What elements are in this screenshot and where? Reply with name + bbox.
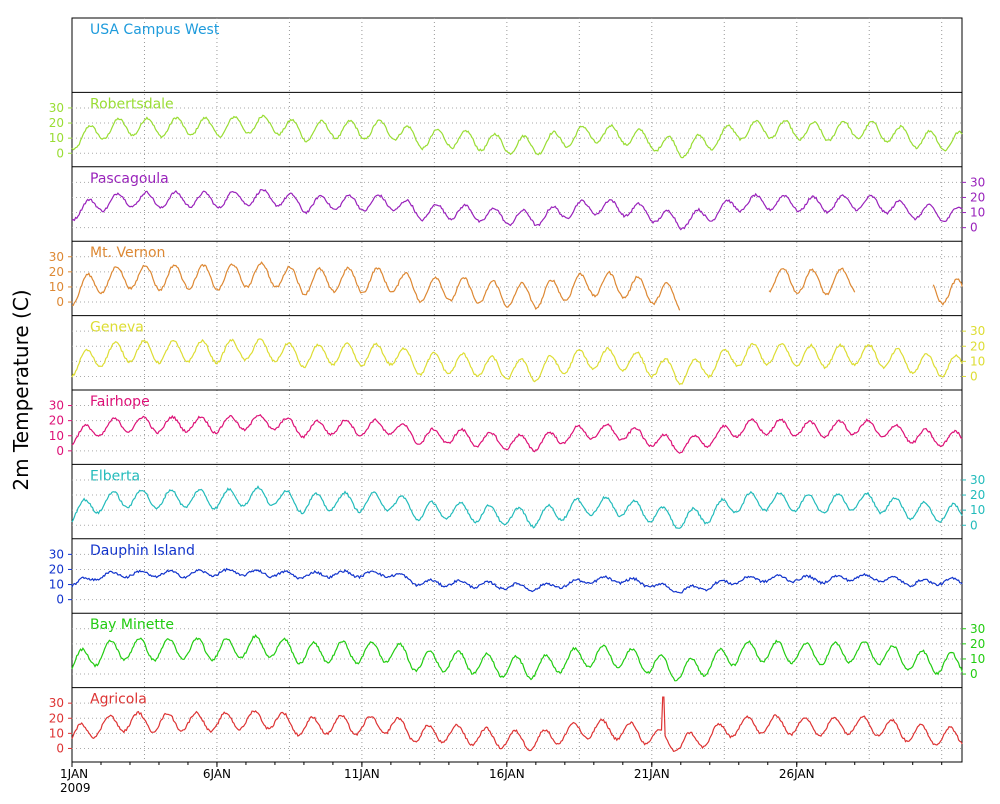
y-tick-label: 0: [56, 444, 64, 458]
y-tick-label: 10: [49, 280, 64, 294]
y-tick-label: 10: [970, 652, 985, 666]
panel-title: Bay Minette: [90, 617, 174, 633]
y-tick-label: 20: [49, 414, 64, 428]
x-tick-label: 11JAN: [344, 767, 380, 781]
y-tick-label: 20: [970, 637, 985, 651]
panel-title: USA Campus West: [90, 22, 220, 38]
series-line: [71, 634, 963, 682]
y-tick-label: 10: [970, 503, 985, 517]
y-tick-label: 20: [970, 488, 985, 502]
y-tick-label: 30: [970, 473, 985, 487]
y-tick-label: 10: [970, 354, 985, 368]
y-tick-label: 20: [970, 339, 985, 353]
panel-title: Robertsdale: [90, 96, 174, 112]
y-tick-label: 0: [970, 221, 978, 235]
y-tick-label: 30: [970, 622, 985, 636]
y-tick-label: 0: [970, 369, 978, 383]
panel-title: Mt. Vernon: [90, 245, 165, 261]
x-tick-label: 16JAN: [489, 767, 525, 781]
y-tick-label: 20: [970, 190, 985, 204]
x-tick-label: 1JAN: [60, 767, 88, 781]
y-tick-label: 30: [970, 324, 985, 338]
series-line: [71, 261, 963, 311]
series-line: [71, 338, 963, 386]
y-tick-label: 0: [56, 146, 64, 160]
y-tick-label: 10: [49, 429, 64, 443]
y-tick-label: 30: [49, 696, 64, 710]
panel-title: Elberta: [90, 468, 140, 484]
panel-title: Fairhope: [90, 394, 150, 410]
series-line: [71, 114, 963, 159]
y-tick-label: 20: [49, 562, 64, 576]
series-line: [71, 567, 963, 594]
series-line: [71, 189, 963, 231]
panel-title: Pascagoula: [90, 171, 169, 187]
x-tick-sublabel: 2009: [60, 781, 91, 795]
x-tick-label: 21JAN: [634, 767, 670, 781]
y-axis-label: 2m Temperature (C): [9, 289, 33, 490]
y-tick-label: 10: [49, 726, 64, 740]
y-tick-label: 20: [49, 265, 64, 279]
y-tick-label: 30: [49, 547, 64, 561]
series-line: [71, 413, 963, 454]
panel-title: Agricola: [90, 692, 147, 708]
y-tick-label: 0: [56, 295, 64, 309]
y-tick-label: 20: [49, 711, 64, 725]
y-tick-label: 10: [49, 578, 64, 592]
y-tick-label: 30: [49, 101, 64, 115]
x-tick-label: 26JAN: [779, 767, 815, 781]
panel-title: Geneva: [90, 320, 144, 336]
y-tick-label: 30: [49, 399, 64, 413]
y-tick-label: 20: [49, 116, 64, 130]
series-line: [71, 485, 963, 529]
y-tick-label: 0: [970, 518, 978, 532]
y-tick-label: 0: [56, 593, 64, 607]
panel-title: Dauphin Island: [90, 543, 195, 559]
y-tick-label: 30: [49, 250, 64, 264]
x-tick-label: 6JAN: [203, 767, 231, 781]
y-tick-label: 0: [56, 741, 64, 755]
y-tick-label: 10: [49, 131, 64, 145]
series-line: [71, 696, 963, 752]
y-tick-label: 30: [970, 175, 985, 189]
y-tick-label: 10: [970, 206, 985, 220]
y-tick-label: 0: [970, 667, 978, 681]
